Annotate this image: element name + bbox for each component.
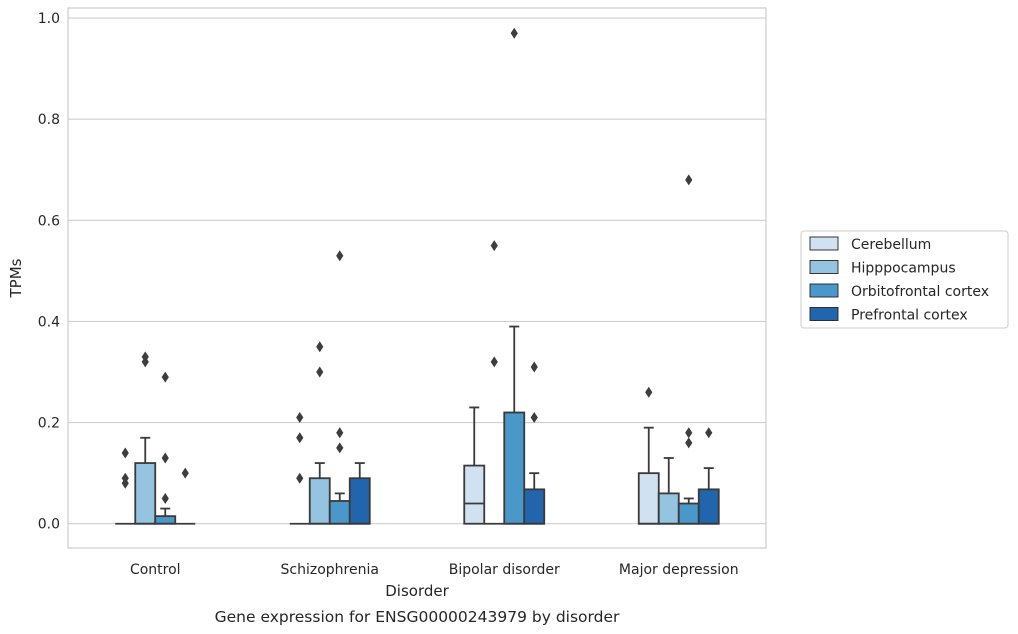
x-tick-label: Control (130, 562, 181, 578)
x-tick-labels: Control Schizophrenia Bipolar disorder Majo… (130, 562, 739, 578)
box-group (115, 447, 136, 525)
box-body (154, 515, 177, 525)
outlier-point (141, 351, 149, 363)
x-tick-label: Major depression (619, 562, 739, 578)
box-group (134, 351, 157, 525)
y-tick-label: 0.0 (38, 517, 60, 533)
box-body (134, 462, 157, 525)
x-tick-label: Bipolar disorder (449, 562, 560, 578)
box-group (308, 341, 331, 525)
outlier-point (510, 27, 518, 39)
outlier-point (490, 356, 498, 368)
box-body (328, 500, 351, 525)
outlier-point (705, 427, 713, 439)
outlier-point (490, 240, 498, 252)
box-body (348, 477, 371, 525)
y-tick-label: 0.6 (38, 213, 60, 229)
box-body (677, 502, 700, 525)
outlier-point (685, 437, 693, 449)
outlier-point (161, 452, 169, 464)
chart-caption: Gene expression for ENSG00000243979 by d… (215, 608, 620, 626)
outlier-point (530, 361, 538, 373)
box-group (348, 462, 371, 525)
box-group (677, 174, 700, 525)
outlier-point (296, 472, 304, 484)
legend-label: Cerebellum (851, 237, 931, 253)
outlier-point (296, 412, 304, 424)
outlier-point (336, 250, 344, 262)
legend-label: Prefrontal cortex (851, 308, 968, 324)
outlier-point (181, 467, 189, 479)
outlier-point (316, 366, 324, 378)
box-group (523, 361, 546, 525)
legend-swatch (809, 283, 839, 298)
y-tick-labels: 0.0 0.2 0.4 0.6 0.8 1.0 (38, 11, 60, 533)
outlier-point (336, 427, 344, 439)
y-tick-label: 0.4 (38, 314, 60, 330)
y-axis-label: TPMs (7, 258, 25, 298)
outlier-point (685, 427, 693, 439)
box-group (154, 371, 177, 525)
x-axis-label: Disorder (385, 582, 449, 600)
box-group (175, 467, 196, 525)
box-body (697, 488, 720, 525)
outlier-point (316, 341, 324, 353)
box-body (637, 472, 660, 525)
grid-lines (68, 17, 766, 525)
y-tick-label: 1.0 (38, 11, 60, 27)
outlier-point (121, 447, 129, 459)
box-group (503, 27, 526, 525)
outlier-point (161, 371, 169, 383)
box-group (328, 250, 351, 525)
y-tick-label: 0.2 (38, 416, 60, 432)
box-group (289, 412, 310, 525)
legend-label: Hipppocampus (851, 261, 956, 277)
legend: Cerebellum Hipppocampus Orbitofrontal cort… (800, 230, 1009, 329)
outlier-point (161, 492, 169, 504)
outlier-point (336, 442, 344, 454)
box-body (523, 488, 546, 525)
y-tick-label: 0.8 (38, 112, 60, 128)
box-group (463, 406, 486, 525)
outlier-point (645, 386, 653, 398)
legend-label: Orbitofrontal cortex (851, 284, 989, 300)
box-group (484, 240, 505, 525)
box-group (697, 427, 720, 525)
outlier-point (685, 174, 693, 186)
boxes-layer (115, 27, 720, 525)
outlier-point (121, 472, 129, 484)
legend-frame (800, 230, 1009, 329)
box-body (463, 464, 486, 525)
legend-swatch (809, 260, 839, 274)
box-body (657, 492, 680, 525)
box-group (657, 457, 680, 525)
box-body (308, 477, 331, 525)
legend-swatch (809, 307, 839, 321)
outlier-point (530, 412, 538, 424)
legend-swatch (809, 236, 839, 251)
outlier-point (296, 432, 304, 444)
axes-frame (67, 7, 767, 549)
x-tick-label: Schizophrenia (281, 562, 379, 578)
box-body (503, 411, 526, 525)
box-group (637, 386, 660, 525)
